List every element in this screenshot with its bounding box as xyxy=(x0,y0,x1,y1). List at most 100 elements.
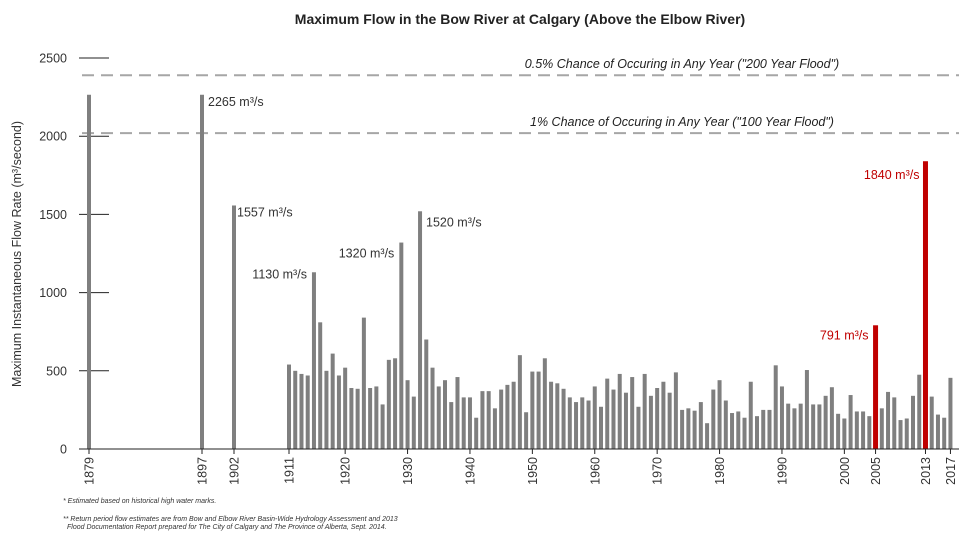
value-label-2013: 1840 m³/s xyxy=(864,168,920,182)
bar-1879 xyxy=(87,94,91,449)
bar-1915 xyxy=(311,272,316,449)
bar-1950 xyxy=(530,371,535,449)
bar-1914 xyxy=(305,375,310,449)
bar-1974 xyxy=(680,409,685,449)
value-label-1897: 2265 m³/s xyxy=(208,95,264,109)
footnote-estimate: * Estimated based on historical high wat… xyxy=(63,498,217,505)
bar-1955 xyxy=(561,388,566,449)
bar-1933 xyxy=(424,339,429,449)
bar-1985 xyxy=(748,381,753,449)
bar-2016 xyxy=(942,417,947,449)
reference-line-label-1: 1% Chance of Occuring in Any Year ("100 … xyxy=(530,115,834,129)
bar-1978 xyxy=(705,423,710,449)
bar-1949 xyxy=(524,412,529,449)
bar-1897 xyxy=(200,94,204,449)
bar-1980 xyxy=(717,380,722,449)
bar-1934 xyxy=(430,367,435,449)
bar-1973 xyxy=(673,372,678,449)
bar-1963 xyxy=(611,389,616,449)
bar-1968 xyxy=(642,373,647,449)
y-tick-label-2500: 2500 xyxy=(39,52,67,66)
y-axis-label: Maximum Instantaneous Flow Rate (m³/seco… xyxy=(10,121,24,387)
bar-1964 xyxy=(617,373,622,449)
value-label-1929: 1320 m³/s xyxy=(339,247,395,261)
bar-1940 xyxy=(467,397,472,449)
x-axis: 1879 1897 1902 1911 1920 1930 1940 1950 1960 1970… xyxy=(79,448,959,485)
x-tick-label-1902: 1902 xyxy=(228,457,242,485)
bar-1916 xyxy=(318,322,323,449)
x-tick-label-2013: 2013 xyxy=(919,457,933,485)
bar-2012 xyxy=(917,374,922,449)
bar-1961 xyxy=(599,406,603,449)
bar-2008 xyxy=(892,397,897,449)
x-tick-label-1897: 1897 xyxy=(196,457,210,485)
bar-1952 xyxy=(542,358,547,449)
bar-1987 xyxy=(761,409,766,449)
x-tick-label-1911: 1911 xyxy=(283,457,297,484)
bar-1984 xyxy=(742,417,747,449)
x-tick-label-2017: 2017 xyxy=(944,457,958,485)
bar-1912 xyxy=(293,370,298,449)
bar-1927 xyxy=(386,359,391,449)
chart-title: Maximum Flow in the Bow River at Calgary… xyxy=(295,11,745,27)
bar-2006 xyxy=(879,408,884,449)
y-tick-label-1500: 1500 xyxy=(39,208,67,222)
bar-2015 xyxy=(935,414,940,449)
bar-1982 xyxy=(730,413,735,449)
bar-1930 xyxy=(405,380,410,449)
bar-1954 xyxy=(555,383,560,449)
bar-1911 xyxy=(287,364,291,449)
value-label-1915: 1130 m³/s xyxy=(252,267,307,281)
reference-line-label-0: 0.5% Chance of Occuring in Any Year ("20… xyxy=(525,57,839,71)
bar-1959 xyxy=(586,400,591,449)
bar-2010 xyxy=(904,418,909,449)
reference-lines: 0.5% Chance of Occuring in Any Year ("20… xyxy=(82,57,959,135)
bar-1977 xyxy=(698,402,703,449)
bar-2004 xyxy=(867,416,872,449)
bar-2017 xyxy=(948,377,953,449)
bar-1958 xyxy=(580,397,585,449)
x-tick-label-1950: 1950 xyxy=(526,457,540,485)
value-label-2005: 791 m³/s xyxy=(820,328,869,342)
bar-1967 xyxy=(636,406,641,449)
bar-2003 xyxy=(861,411,866,449)
bar-1924 xyxy=(368,388,373,449)
bar-2002 xyxy=(854,411,859,449)
x-tick-label-2005: 2005 xyxy=(869,457,883,485)
x-tick-label-1940: 1940 xyxy=(463,457,477,485)
bar-1926 xyxy=(380,404,385,449)
x-tick-label-1990: 1990 xyxy=(775,457,789,485)
bar-1948 xyxy=(517,355,522,449)
y-tick-label-500: 500 xyxy=(46,364,67,378)
x-tick-label-1980: 1980 xyxy=(713,457,727,485)
bar-1932 xyxy=(418,211,423,449)
bar-1922 xyxy=(355,388,360,449)
bar-1956 xyxy=(567,397,572,449)
bar-1989 xyxy=(773,365,778,449)
bar-1996 xyxy=(817,404,822,449)
bar-1994 xyxy=(804,370,809,449)
value-label-1902: 1557 m³/s xyxy=(237,205,293,219)
bar-1936 xyxy=(443,380,447,449)
bar-1941 xyxy=(474,417,479,449)
bar-1944 xyxy=(492,408,497,449)
bar-1970 xyxy=(655,388,660,449)
bar-1998 xyxy=(829,387,834,449)
bar-1990 xyxy=(779,386,784,449)
bar-2001 xyxy=(848,395,853,449)
bar-1975 xyxy=(686,408,691,449)
bar-1931 xyxy=(411,396,416,449)
bar-1939 xyxy=(461,397,466,449)
bar-1913 xyxy=(299,373,304,449)
bar-2009 xyxy=(898,420,903,449)
bar-1993 xyxy=(798,403,803,449)
bar-1995 xyxy=(811,404,816,449)
bar-1938 xyxy=(455,377,460,449)
footnote-source-line1: ** Return period flow estimates are from… xyxy=(63,516,398,523)
bar-1986 xyxy=(755,416,759,449)
annotations: 2265 m³/s 1557 m³/s 1130 m³/s 1320 m³/s 1520… xyxy=(208,95,919,343)
bar-1988 xyxy=(767,409,772,449)
bar-1921 xyxy=(349,388,354,449)
bar-1946 xyxy=(505,384,510,449)
